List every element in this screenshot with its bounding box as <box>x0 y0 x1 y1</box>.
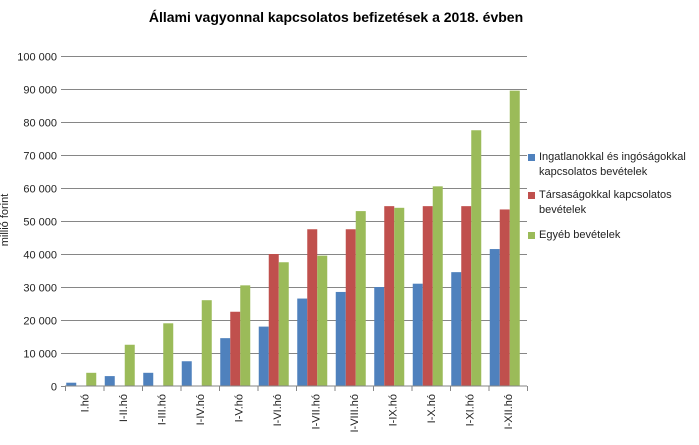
bar-egyeb <box>163 323 174 386</box>
gridlines <box>65 56 527 354</box>
legend-swatch-ingatlan <box>528 154 535 161</box>
y-tick-label: 10 000 <box>23 349 57 361</box>
bar-ingatlan <box>335 291 346 386</box>
bar-tarsasag <box>384 206 395 386</box>
chart-title: Állami vagyonnal kapcsolatos befizetések… <box>149 9 523 25</box>
legend-item-ingatlan: Ingatlanokkal és ingóságokkal kapcsolato… <box>528 150 693 180</box>
bar-egyeb <box>278 262 289 386</box>
bar-ingatlan <box>143 372 154 386</box>
bar-egyeb <box>509 90 520 387</box>
x-tick-label: I-VIII.hó <box>349 394 361 433</box>
x-tick-label: I-XI.hó <box>464 394 476 426</box>
y-tick-label: 90 000 <box>23 85 57 97</box>
bar-egyeb <box>432 186 443 386</box>
y-tick-label: 40 000 <box>23 250 57 262</box>
y-tick-label: 0 <box>51 382 57 394</box>
x-tick-label: I-II.hó <box>118 394 130 422</box>
bar-egyeb <box>394 207 405 386</box>
bar-ingatlan <box>258 326 269 386</box>
bar-tarsasag <box>461 206 472 386</box>
x-tick-label: I-III.hó <box>156 394 168 425</box>
bar-egyeb <box>86 372 97 386</box>
bar-egyeb <box>355 211 366 386</box>
legend-label-ingatlan: Ingatlanokkal és ingóságokkal kapcsolato… <box>539 151 686 178</box>
legend-label-tarsasag: Társaságokkal kapcsolatos bevételek <box>539 189 672 216</box>
bar-ingatlan <box>489 249 500 386</box>
y-tick-label: 80 000 <box>23 118 57 130</box>
x-tick-label: I-V.hó <box>233 394 245 422</box>
y-tick-label: 70 000 <box>23 151 57 163</box>
x-tick-label: I-X.hó <box>426 394 438 423</box>
x-tick-label: I-IV.hó <box>195 394 207 425</box>
bar-ingatlan <box>297 298 308 386</box>
x-tick-label: I-VII.hó <box>310 394 322 429</box>
bar-egyeb <box>124 344 135 386</box>
y-axis-label: millió forint <box>0 194 11 247</box>
y-tick-label: 30 000 <box>23 283 57 295</box>
legend-item-tarsasag: Társaságokkal kapcsolatos bevételek <box>528 188 693 218</box>
bar-ingatlan <box>66 382 77 386</box>
bar-tarsasag <box>345 229 356 386</box>
x-axis-ticks: I.hó I-II.hó I-III.hó I-IV.hó I-V.hó I-VI.hó I… <box>65 386 528 433</box>
bar-tarsasag <box>230 311 241 386</box>
y-tick-label: 20 000 <box>23 316 57 328</box>
bar-ingatlan <box>181 361 192 386</box>
x-tick-label: I.hó <box>79 394 91 412</box>
y-tick-label: 100 000 <box>17 52 57 64</box>
bar-ingatlan <box>220 338 231 386</box>
bars <box>66 90 520 387</box>
y-tick-label: 60 000 <box>23 184 57 196</box>
x-tick-label: I-XII.hó <box>503 394 515 429</box>
legend-item-egyeb: Egyéb bevételek <box>528 228 693 243</box>
bar-tarsasag <box>268 254 279 386</box>
bar-tarsasag <box>499 209 510 386</box>
bar-ingatlan <box>451 272 462 386</box>
bar-egyeb <box>240 285 251 386</box>
y-axis-ticks: 0 10 000 20 000 30 000 40 000 50 000 60 000 70 … <box>17 52 65 394</box>
bar-ingatlan <box>412 283 423 386</box>
bar-egyeb <box>471 130 482 386</box>
bar-tarsasag <box>422 206 433 386</box>
bar-egyeb <box>317 255 328 386</box>
legend-swatch-egyeb <box>528 232 535 239</box>
bar-egyeb <box>201 300 212 386</box>
legend: Ingatlanokkal és ingóságokkal kapcsolato… <box>528 150 693 250</box>
bar-ingatlan <box>374 287 385 386</box>
x-tick-label: I-VI.hó <box>272 394 284 426</box>
legend-swatch-tarsasag <box>528 192 535 199</box>
bar-ingatlan <box>104 376 115 386</box>
y-tick-label: 50 000 <box>23 217 57 229</box>
x-tick-label: I-IX.hó <box>387 394 399 426</box>
bar-tarsasag <box>307 229 318 386</box>
legend-label-egyeb: Egyéb bevételek <box>539 229 621 241</box>
